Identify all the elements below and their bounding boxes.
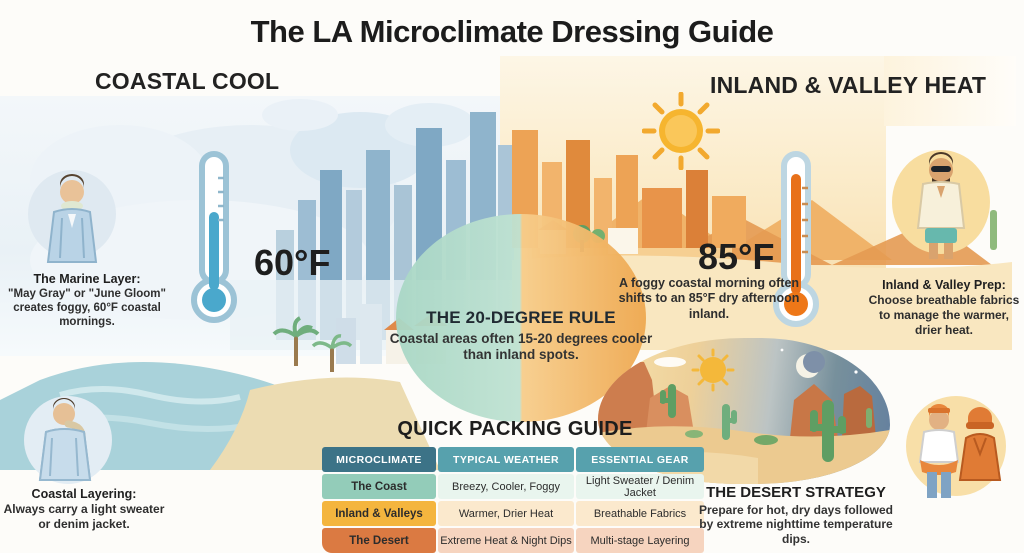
desert-strategy-note: THE DESERT STRATEGY Prepare for hot, dry… [698,484,894,546]
beach-sand [210,377,440,470]
sun-icon [642,92,720,170]
desert-scene [598,338,890,484]
table-row-inland-weather: Warmer, Drier Heat [438,501,574,526]
inland-prep-title: Inland & Valley Prep: [882,278,1006,292]
table-row-inland-label: Inland & Valleys [322,501,436,526]
packing-guide-title: QUICK PACKING GUIDE [397,418,633,440]
coastal-layering-note: Coastal Layering: Always carry a light s… [2,487,166,532]
inland-person-avatar [892,150,990,259]
desert-strategy-title: THE DESERT STRATEGY [706,484,886,501]
moon-icon [796,351,825,378]
rule-body: Coastal areas often 15-20 degrees cooler… [389,331,653,363]
beanie-icon [966,407,994,429]
coastal-heading: COASTAL COOL [95,68,280,94]
inland-person-icon [916,152,966,259]
page-title: The LA Microclimate Dressing Guide [250,14,774,49]
table-row-coast-gear: Light Sweater / Denim Jacket [576,474,704,499]
cactus-icon [660,384,872,462]
inland-heading: INLAND & VALLEY HEAT [710,72,987,98]
packing-guide-table: MICROCLIMATE TYPICAL WEATHER ESSENTIAL G… [322,447,706,553]
cloud-icon-small [654,357,686,367]
shift-note: A foggy coastal morning often shifts to … [618,276,800,322]
desert-person-icon [918,404,1002,498]
coastal-person-icon [46,174,98,263]
coastal-layering-body: Always carry a light sweater or denim ja… [3,502,165,531]
stars [780,348,874,374]
column-header-weather: TYPICAL WEATHER [438,447,574,472]
table-row-desert-weather: Extreme Heat & Night Dips [438,528,574,553]
shrub [685,430,703,438]
inland-prep-body: Choose breathable fabrics to manage the … [868,293,1020,337]
coastal-layering-avatar [24,396,112,484]
rule-title: THE 20-DEGREE RULE [426,308,616,327]
marine-layer-title: The Marine Layer: [33,272,141,286]
column-header-microclimate: MICROCLIMATE [322,447,436,472]
marine-layer-note: The Marine Layer: "May Gray" or "June Gl… [8,272,166,329]
inland-background-fade [884,56,1016,126]
sun-icon-small [691,348,735,392]
desert-strategy-body: Prepare for hot, dry days followed by ex… [698,503,894,546]
coastal-person-avatar [28,170,116,263]
inland-temp: 85°F [698,236,775,277]
thermometer-hot-icon [773,151,819,327]
table-row-coast-weather: Breezy, Cooler, Foggy [438,474,574,499]
palm-tree-icon [272,316,353,372]
table-row-desert-label: The Desert [322,528,436,553]
twenty-degree-rule: THE 20-DEGREE RULE Coastal areas often 1… [386,308,656,363]
marine-layer-body: "May Gray" or "June Gloom" creates foggy… [8,288,166,329]
table-row-desert-gear: Multi-stage Layering [576,528,704,553]
coastal-temp: 60°F [254,242,331,283]
column-header-gear: ESSENTIAL GEAR [576,447,704,472]
jacket-icon [958,433,1002,481]
table-row-coast-label: The Coast [322,474,436,499]
desert-scene-art [598,348,890,484]
twenty-degree-circle [396,214,646,422]
sweater-figure-icon [38,398,92,481]
thermometer-cool-icon [191,151,237,323]
table-row-inland-gear: Breathable Fabrics [576,501,704,526]
coastal-layering-title: Coastal Layering: [31,487,137,501]
inland-prep-note: Inland & Valley Prep: Choose breathable … [868,278,1020,337]
shift-note-body: A foggy coastal morning often shifts to … [618,276,800,321]
shrub [754,435,778,445]
desert-person-avatar [906,396,1006,498]
